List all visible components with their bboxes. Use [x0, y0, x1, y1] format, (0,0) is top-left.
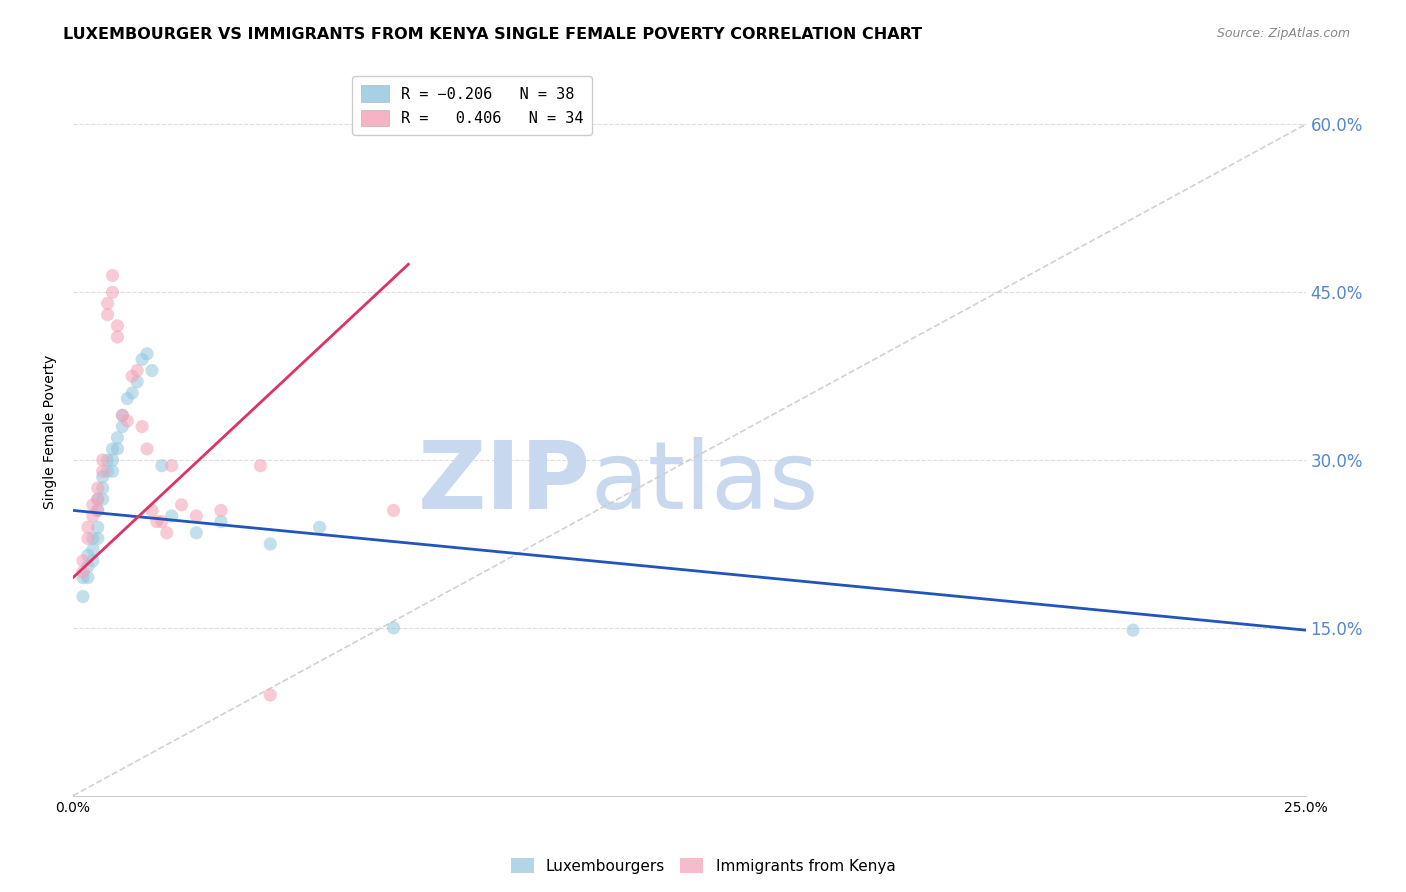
Point [72, 570, 94, 584]
Point [259, 688, 281, 702]
Point [131, 419, 153, 434]
Point [101, 442, 124, 456]
Point [150, 458, 173, 473]
Point [136, 442, 159, 456]
Point [186, 525, 208, 540]
Point [77, 520, 100, 534]
Point [150, 515, 173, 529]
Text: LUXEMBOURGER VS IMMIGRANTS FROM KENYA SINGLE FEMALE POVERTY CORRELATION CHART: LUXEMBOURGER VS IMMIGRANTS FROM KENYA SI… [63, 27, 922, 42]
Point [91, 464, 114, 478]
Legend: R = −0.206   N = 38, R =   0.406   N = 34: R = −0.206 N = 38, R = 0.406 N = 34 [352, 76, 592, 136]
Point [170, 498, 193, 512]
Legend: Luxembourgers, Immigrants from Kenya: Luxembourgers, Immigrants from Kenya [505, 852, 901, 880]
Point [87, 492, 110, 507]
Text: Source: ZipAtlas.com: Source: ZipAtlas.com [1216, 27, 1350, 40]
Point [121, 369, 143, 384]
Point [101, 453, 124, 467]
Point [160, 458, 183, 473]
Point [77, 570, 100, 584]
Point [87, 492, 110, 507]
Point [141, 363, 163, 377]
Point [91, 481, 114, 495]
Point [72, 565, 94, 579]
Y-axis label: Single Female Poverty: Single Female Poverty [44, 355, 58, 509]
Point [141, 503, 163, 517]
Point [87, 520, 110, 534]
Point [107, 330, 129, 344]
Point [97, 308, 120, 322]
Point [1122, 623, 1144, 637]
Point [77, 532, 100, 546]
Point [91, 453, 114, 467]
Point [160, 508, 183, 523]
Text: ZIP: ZIP [418, 437, 591, 529]
Point [87, 532, 110, 546]
Point [82, 532, 104, 546]
Point [117, 392, 139, 406]
Point [82, 498, 104, 512]
Point [127, 375, 149, 389]
Text: atlas: atlas [591, 437, 818, 529]
Point [101, 285, 124, 300]
Point [308, 520, 330, 534]
Point [107, 442, 129, 456]
Point [97, 464, 120, 478]
Point [97, 296, 120, 310]
Point [127, 363, 149, 377]
Point [259, 537, 281, 551]
Point [249, 458, 271, 473]
Point [382, 503, 405, 517]
Point [77, 559, 100, 574]
Point [146, 515, 169, 529]
Point [136, 347, 159, 361]
Point [209, 515, 232, 529]
Point [107, 431, 129, 445]
Point [101, 464, 124, 478]
Point [111, 419, 134, 434]
Point [77, 548, 100, 562]
Point [82, 554, 104, 568]
Point [186, 508, 208, 523]
Point [121, 386, 143, 401]
Point [156, 525, 179, 540]
Point [107, 318, 129, 333]
Point [97, 453, 120, 467]
Point [82, 508, 104, 523]
Point [117, 414, 139, 428]
Point [101, 268, 124, 283]
Point [82, 542, 104, 557]
Point [91, 492, 114, 507]
Point [111, 409, 134, 423]
Point [72, 590, 94, 604]
Point [209, 503, 232, 517]
Point [72, 554, 94, 568]
Point [131, 352, 153, 367]
Point [87, 503, 110, 517]
Point [87, 503, 110, 517]
Point [91, 470, 114, 484]
Point [382, 621, 405, 635]
Point [87, 481, 110, 495]
Point [111, 409, 134, 423]
